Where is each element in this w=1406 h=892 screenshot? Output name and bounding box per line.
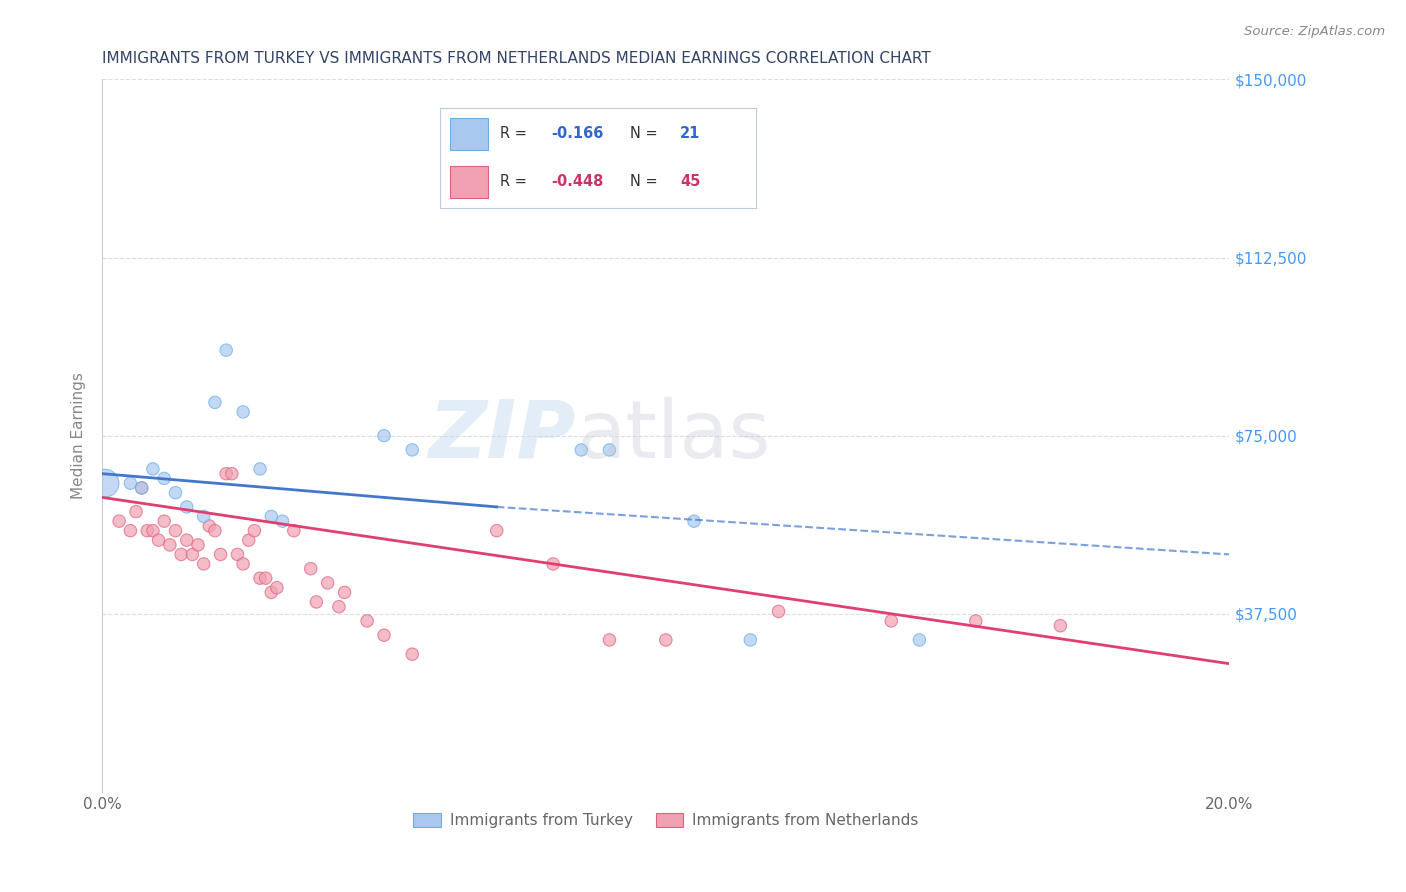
Point	[215, 467, 238, 481]
Point	[305, 595, 328, 609]
Point	[165, 485, 187, 500]
Point	[131, 481, 153, 495]
Point	[125, 505, 148, 519]
Point	[401, 442, 423, 457]
Point	[249, 462, 271, 476]
Text: ZIP: ZIP	[429, 397, 575, 475]
Point	[221, 467, 243, 481]
Point	[316, 576, 339, 591]
Point	[356, 614, 378, 628]
Point	[120, 476, 142, 491]
Legend: Immigrants from Turkey, Immigrants from Netherlands: Immigrants from Turkey, Immigrants from …	[406, 807, 925, 834]
Point	[120, 524, 142, 538]
Point	[373, 428, 395, 442]
Point	[249, 571, 271, 585]
Point	[153, 514, 176, 528]
Point	[401, 647, 423, 661]
Point	[683, 514, 706, 528]
Point	[232, 557, 254, 571]
Point	[94, 476, 117, 491]
Point	[148, 533, 170, 548]
Point	[266, 581, 288, 595]
Point	[283, 524, 305, 538]
Point	[598, 632, 620, 647]
Text: IMMIGRANTS FROM TURKEY VS IMMIGRANTS FROM NETHERLANDS MEDIAN EARNINGS CORRELATIO: IMMIGRANTS FROM TURKEY VS IMMIGRANTS FRO…	[103, 51, 931, 66]
Point	[165, 524, 187, 538]
Y-axis label: Median Earnings: Median Earnings	[72, 372, 86, 500]
Point	[159, 538, 181, 552]
Point	[333, 585, 356, 599]
Point	[204, 395, 226, 409]
Point	[204, 524, 226, 538]
Point	[181, 548, 204, 562]
Point	[768, 604, 790, 618]
Point	[238, 533, 260, 548]
Point	[209, 548, 232, 562]
Point	[655, 632, 678, 647]
Point	[260, 509, 283, 524]
Point	[142, 524, 165, 538]
Point	[193, 509, 215, 524]
Point	[108, 514, 131, 528]
Point	[136, 524, 159, 538]
Text: atlas: atlas	[575, 397, 770, 475]
Point	[153, 471, 176, 485]
Point	[170, 548, 193, 562]
Point	[965, 614, 987, 628]
Point	[880, 614, 903, 628]
Text: Source: ZipAtlas.com: Source: ZipAtlas.com	[1244, 25, 1385, 38]
Point	[569, 442, 592, 457]
Point	[193, 557, 215, 571]
Point	[226, 548, 249, 562]
Point	[299, 562, 322, 576]
Point	[187, 538, 209, 552]
Point	[373, 628, 395, 642]
Point	[176, 533, 198, 548]
Point	[271, 514, 294, 528]
Point	[232, 405, 254, 419]
Point	[541, 557, 564, 571]
Point	[328, 599, 350, 614]
Point	[908, 632, 931, 647]
Point	[142, 462, 165, 476]
Point	[198, 519, 221, 533]
Point	[260, 585, 283, 599]
Point	[485, 524, 508, 538]
Point	[243, 524, 266, 538]
Point	[598, 442, 620, 457]
Point	[215, 343, 238, 358]
Point	[176, 500, 198, 514]
Point	[1049, 618, 1071, 632]
Point	[740, 632, 762, 647]
Point	[254, 571, 277, 585]
Point	[131, 481, 153, 495]
